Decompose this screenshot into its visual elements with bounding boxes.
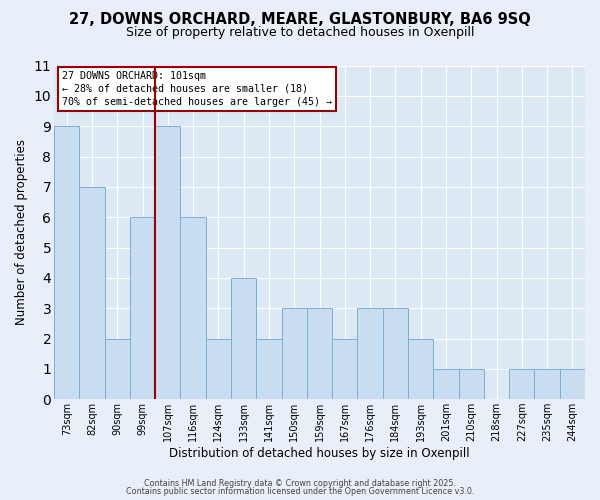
Bar [130,217,155,399]
Text: Size of property relative to detached houses in Oxenpill: Size of property relative to detached ho… [126,26,474,39]
X-axis label: Distribution of detached houses by size in Oxenpill: Distribution of detached houses by size … [169,447,470,460]
Bar [155,126,181,399]
Text: Contains public sector information licensed under the Open Government Licence v3: Contains public sector information licen… [126,487,474,496]
Bar [458,369,484,399]
Bar [181,217,206,399]
Bar [560,369,585,399]
Bar [433,369,458,399]
Bar [383,308,408,399]
Bar [535,369,560,399]
Bar [408,338,433,399]
Bar [281,308,307,399]
Bar [231,278,256,399]
Bar [509,369,535,399]
Bar [358,308,383,399]
Bar [79,187,104,399]
Bar [54,126,79,399]
Text: 27, DOWNS ORCHARD, MEARE, GLASTONBURY, BA6 9SQ: 27, DOWNS ORCHARD, MEARE, GLASTONBURY, B… [69,12,531,28]
Text: 27 DOWNS ORCHARD: 101sqm
← 28% of detached houses are smaller (18)
70% of semi-d: 27 DOWNS ORCHARD: 101sqm ← 28% of detach… [62,70,332,107]
Y-axis label: Number of detached properties: Number of detached properties [15,140,28,326]
Bar [307,308,332,399]
Text: Contains HM Land Registry data © Crown copyright and database right 2025.: Contains HM Land Registry data © Crown c… [144,478,456,488]
Bar [256,338,281,399]
Bar [104,338,130,399]
Bar [332,338,358,399]
Bar [206,338,231,399]
